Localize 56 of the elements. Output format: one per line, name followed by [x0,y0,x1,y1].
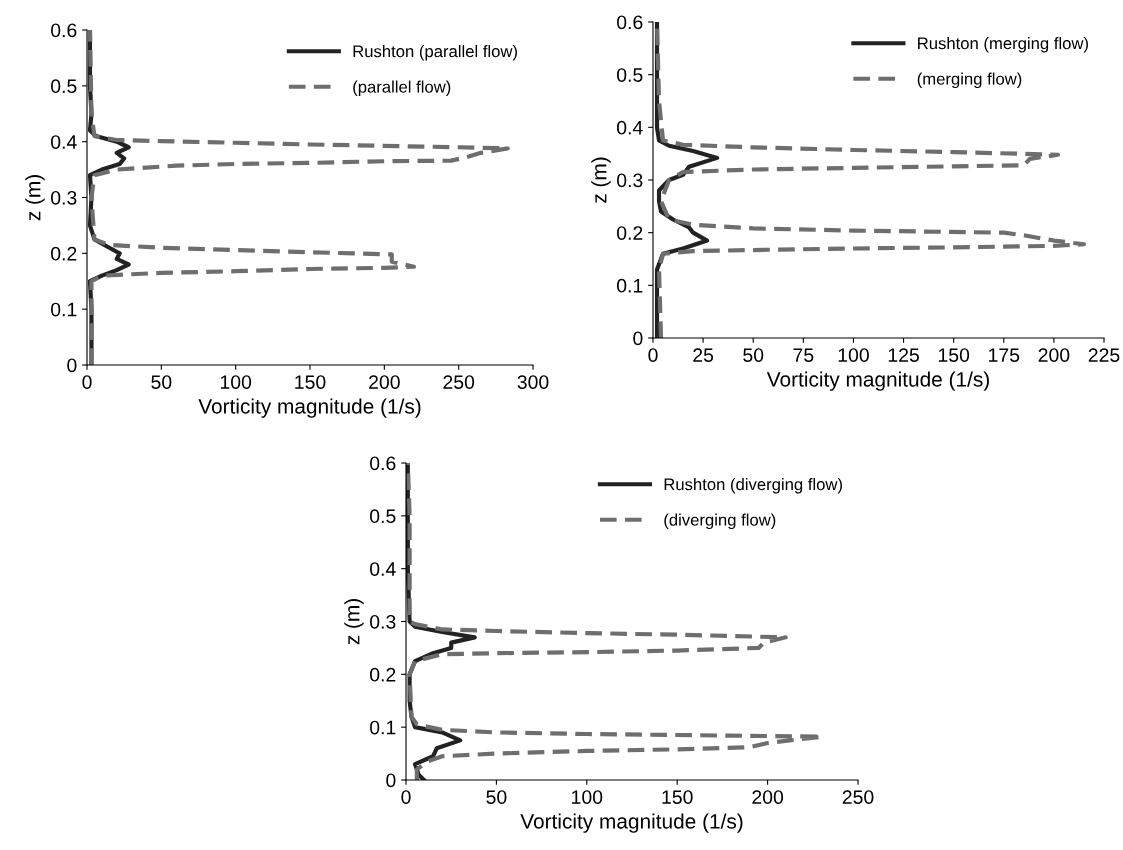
x-tick-label: 200 [369,375,400,389]
x-tick-label: 100 [220,375,252,389]
legend-label: (merging flow) [917,72,1022,89]
y-tick-label: 0.6 [370,456,396,471]
x-tick-label: 0 [82,375,92,389]
y-tick-label: 0.5 [617,68,643,82]
x-tick-label: 75 [793,348,814,362]
legend-label: (diverging flow) [664,513,776,530]
x-tick-label: 100 [572,790,603,804]
legend-label: Rushton (diverging flow) [664,478,842,494]
x-tick-label: 25 [693,348,714,362]
x-tick-label: 300 [517,375,549,389]
y-tick-label: 0.6 [617,15,643,30]
x-tick-label: 150 [662,790,693,804]
x-tick-label: 200 [752,790,784,804]
y-axis-title: z (m) [344,599,364,645]
y-tick-label: 0.2 [617,226,643,240]
x-tick-label: 50 [151,375,172,389]
y-tick-label: 0.1 [370,720,396,735]
x-tick-label: 125 [888,348,919,362]
x-axis-title: Vorticity magnitude (1/s) [520,813,743,833]
x-axis-title: Vorticity magnitude (1/s) [766,371,989,391]
x-tick-label: 100 [838,348,869,362]
x-tick-label: 200 [1038,348,1070,362]
y-tick-label: 0.4 [370,562,396,576]
y-tick-label: 0.2 [51,246,77,261]
x-tick-label: 0 [648,348,658,362]
y-axis-title: z (m) [591,157,611,203]
y-tick-label: 0 [386,773,396,788]
x-tick-label: 175 [989,348,1020,362]
y-tick-label: 0 [633,331,643,346]
y-tick-label: 0.1 [51,302,77,317]
y-tick-label: 0 [67,358,77,373]
y-tick-label: 0.4 [617,120,643,135]
y-tick-label: 0.1 [617,278,643,293]
y-tick-label: 0.3 [617,173,643,188]
y-tick-label: 0.5 [51,79,77,94]
legend-label: Rushton (parallel flow) [353,45,517,61]
x-tick-label: 225 [1088,348,1120,362]
x-tick-label: 150 [295,375,326,389]
x-tick-label: 150 [938,348,970,362]
x-tick-label: 250 [842,790,874,804]
y-tick-label: 0.3 [370,614,396,629]
y-axis-title: z (m) [25,175,45,221]
x-axis-title: Vorticity magnitude (1/s) [198,398,421,418]
y-tick-label: 0.2 [370,667,396,682]
x-tick-label: 0 [401,790,411,804]
y-tick-label: 0.3 [51,190,77,205]
x-tick-label: 50 [743,348,764,362]
x-tick-label: 50 [486,790,507,804]
x-tick-label: 250 [443,375,475,389]
y-tick-label: 0.4 [51,135,77,149]
y-tick-label: 0.5 [370,509,396,524]
legend-label: (parallel flow) [353,80,451,97]
legend-label: Rushton (merging flow) [918,37,1088,53]
y-tick-label: 0.6 [51,23,77,38]
